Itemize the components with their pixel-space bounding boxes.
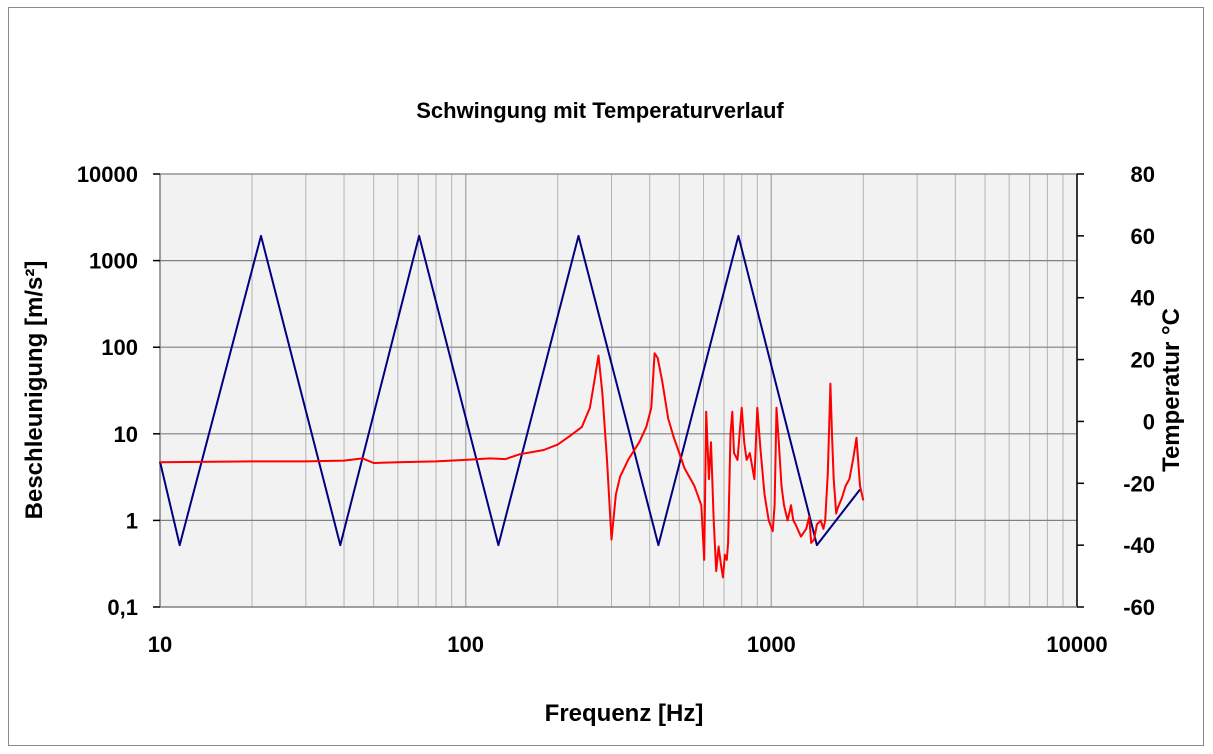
y-tick-label: 10000 [77,162,138,187]
y-tick-label: 1 [126,508,138,533]
temperature-line [159,234,861,547]
y-tick-label: 100 [101,335,138,360]
y2-tick-label: 60 [1131,224,1155,249]
axes [153,173,1084,608]
y2-tick-label: 20 [1131,348,1155,373]
y-tick-label: 0,1 [107,595,138,620]
x-axis-title: Frequenz [Hz] [545,700,704,727]
y2-tick-label: 0 [1143,409,1155,434]
y-tick-label: 1000 [89,249,138,274]
y-axis-title: Beschleunigung [m/s²] [21,261,48,520]
y2-tick-label: 80 [1131,162,1155,187]
y2-tick-label: -20 [1123,471,1155,496]
grid [160,173,1078,607]
x-tick-label: 10000 [1046,632,1107,657]
acceleration-line [159,352,865,579]
series [159,234,865,579]
y2-tick-label: -60 [1123,595,1155,620]
x-tick-label: 10 [148,632,172,657]
y2-tick-label: 40 [1131,286,1155,311]
x-tick-label: 100 [447,632,484,657]
y-tick-label: 10 [114,422,138,447]
y2-tick-label: -40 [1123,533,1155,558]
tick-labels: 10 100 1000 10000 0,1 1 10 100 1000 10000 -60 -40 -2… [77,162,1155,657]
y2-axis-title: Temperatur °C [1158,308,1185,472]
x-tick-label: 1000 [747,632,796,657]
chart-title: Schwingung mit Temperaturverlauf [416,98,784,123]
